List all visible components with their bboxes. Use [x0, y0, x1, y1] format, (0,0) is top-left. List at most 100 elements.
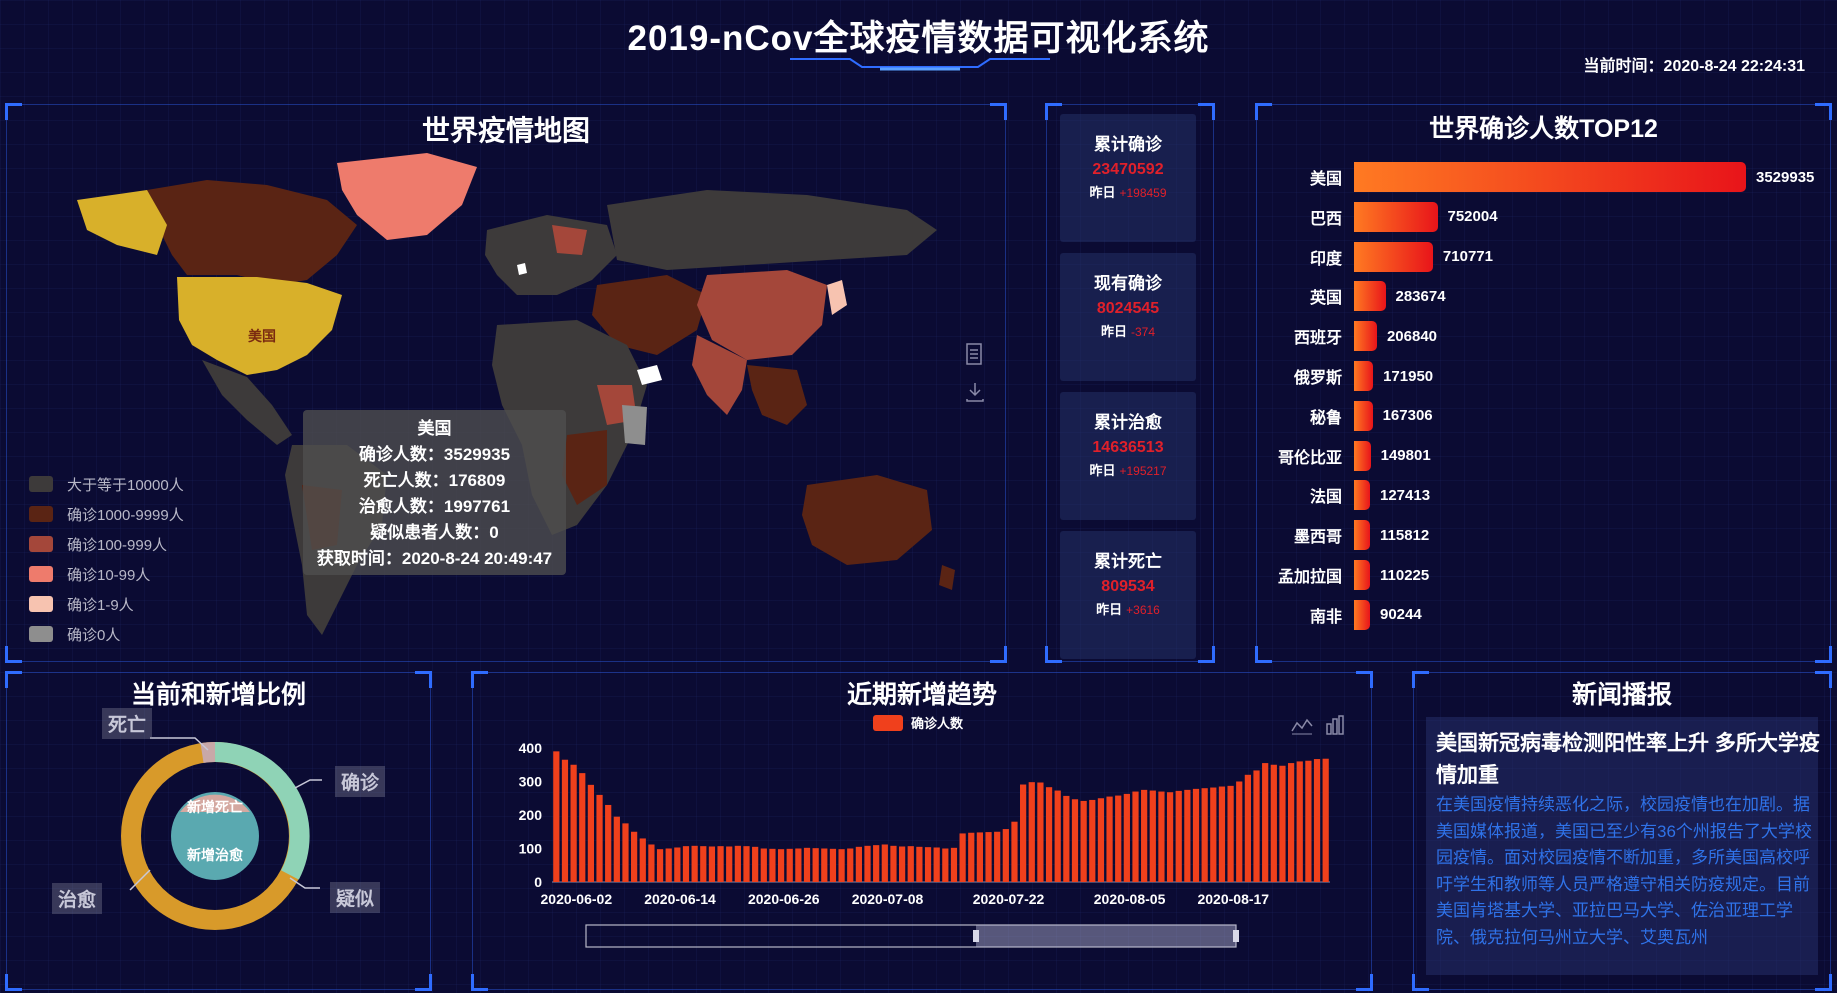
trend-bar[interactable] [717, 846, 724, 882]
trend-bar[interactable] [1201, 788, 1208, 882]
trend-bar[interactable] [760, 848, 767, 883]
trend-bar[interactable] [1011, 821, 1018, 882]
ratio-donut[interactable]: 新增死亡 新增治愈 [100, 720, 360, 950]
bar-chart-icon[interactable] [1325, 715, 1345, 735]
trend-bar[interactable] [795, 848, 802, 883]
trend-bar[interactable] [786, 848, 793, 882]
trend-bar[interactable] [847, 848, 854, 883]
zoom-handle-right[interactable] [1233, 930, 1239, 942]
line-chart-icon[interactable] [1291, 717, 1313, 735]
trend-bar[interactable] [1296, 761, 1303, 882]
trend-bar[interactable] [708, 846, 716, 882]
trend-bar[interactable] [924, 847, 932, 882]
trend-bar[interactable] [933, 847, 940, 882]
world-map[interactable]: 美国 [7, 145, 1007, 655]
zoom-slider-selection[interactable] [976, 925, 1236, 947]
trend-bar[interactable] [812, 848, 819, 882]
trend-bar[interactable] [1184, 789, 1191, 882]
top12-bar-row[interactable]: 南非 90244 [1262, 599, 1422, 630]
trend-bar[interactable] [1287, 763, 1295, 882]
trend-bar[interactable] [1262, 763, 1269, 882]
trend-bar[interactable] [1045, 787, 1053, 882]
trend-bar[interactable] [821, 848, 828, 883]
trend-bar[interactable] [1227, 785, 1234, 882]
trend-bar[interactable] [916, 846, 923, 882]
trend-bar[interactable] [1089, 799, 1096, 882]
trend-bar[interactable] [1020, 784, 1027, 882]
top12-bar-row[interactable]: 英国 283674 [1262, 281, 1446, 312]
trend-bar[interactable] [1141, 789, 1148, 882]
trend-bar[interactable] [726, 846, 733, 882]
trend-bar[interactable] [890, 845, 897, 882]
trend-bar[interactable] [1253, 770, 1260, 882]
trend-bar[interactable] [968, 832, 975, 882]
trend-bar[interactable] [605, 804, 612, 882]
trend-bar[interactable] [734, 845, 741, 882]
trend-bar[interactable] [803, 847, 811, 882]
trend-bar[interactable] [1123, 793, 1130, 882]
trend-bar[interactable] [674, 847, 681, 882]
trend-bar[interactable] [648, 844, 655, 882]
trend-bar[interactable] [1097, 798, 1105, 882]
trend-bar[interactable] [1305, 760, 1312, 882]
trend-bar[interactable] [1218, 786, 1226, 882]
trend-bar[interactable] [1279, 765, 1286, 882]
trend-bar[interactable] [682, 846, 690, 882]
trend-bar[interactable] [1236, 781, 1243, 883]
trend-bar[interactable] [994, 831, 1001, 882]
trend-bar[interactable] [950, 847, 958, 882]
top12-bar-row[interactable]: 法国 127413 [1262, 480, 1430, 511]
top12-bar-row[interactable]: 哥伦比亚 149801 [1262, 440, 1431, 471]
trend-bar[interactable] [976, 832, 984, 882]
trend-bar[interactable] [570, 764, 577, 882]
trend-bar[interactable] [700, 846, 707, 882]
map-legend-item[interactable]: 确诊1-9人 [29, 593, 134, 615]
trend-bar[interactable] [1210, 787, 1217, 882]
trend-bar[interactable] [873, 845, 880, 882]
top12-bar-row[interactable]: 墨西哥 115812 [1262, 520, 1429, 551]
trend-bar[interactable] [959, 833, 966, 882]
trend-bar[interactable] [838, 849, 845, 882]
download-icon[interactable] [965, 381, 985, 403]
trend-bar[interactable] [1115, 795, 1122, 882]
trend-bar[interactable] [1132, 791, 1139, 882]
map-legend-item[interactable]: 确诊100-999人 [29, 533, 167, 555]
trend-bar[interactable] [1158, 791, 1165, 882]
trend-bar[interactable] [587, 784, 595, 882]
trend-legend[interactable]: 确诊人数 [873, 713, 963, 732]
trend-bar[interactable] [1313, 759, 1321, 882]
trend-bar[interactable] [769, 848, 776, 882]
trend-bar[interactable] [1192, 788, 1200, 882]
trend-bar[interactable] [1080, 800, 1087, 882]
trend-bar[interactable] [1054, 790, 1061, 882]
trend-bar[interactable] [1166, 792, 1174, 882]
trend-bar[interactable] [864, 845, 871, 882]
trend-bar[interactable] [1037, 782, 1044, 882]
trend-bar[interactable] [777, 849, 785, 882]
trend-bar[interactable] [613, 816, 620, 882]
zoom-handle-left[interactable] [973, 930, 979, 942]
map-legend-item[interactable]: 确诊1000-9999人 [29, 503, 184, 525]
trend-bar[interactable] [898, 846, 906, 882]
trend-bar[interactable] [985, 832, 992, 882]
trend-bar[interactable] [631, 831, 638, 882]
trend-bar[interactable] [579, 773, 586, 882]
trend-bar[interactable] [1322, 758, 1329, 882]
top12-bar-row[interactable]: 俄罗斯 171950 [1262, 361, 1433, 391]
top12-bar-row[interactable]: 孟加拉国 110225 [1262, 560, 1429, 590]
trend-bar[interactable] [881, 844, 888, 882]
trend-bar[interactable] [553, 751, 560, 882]
trend-bar[interactable] [1002, 829, 1009, 882]
trend-bar[interactable] [691, 845, 698, 882]
trend-bar[interactable] [752, 846, 759, 882]
trend-bar[interactable] [1028, 782, 1035, 882]
trend-bar[interactable] [907, 846, 914, 882]
trend-bar[interactable] [561, 759, 569, 882]
trend-bar[interactable] [829, 848, 837, 882]
trend-bar[interactable] [942, 848, 949, 883]
map-legend-item[interactable]: 大于等于10000人 [29, 473, 184, 495]
trend-bar[interactable] [639, 838, 646, 882]
top12-bar-row[interactable]: 印度 710771 [1262, 241, 1493, 272]
trend-bar[interactable] [1244, 774, 1251, 882]
trend-bar[interactable] [622, 823, 629, 882]
